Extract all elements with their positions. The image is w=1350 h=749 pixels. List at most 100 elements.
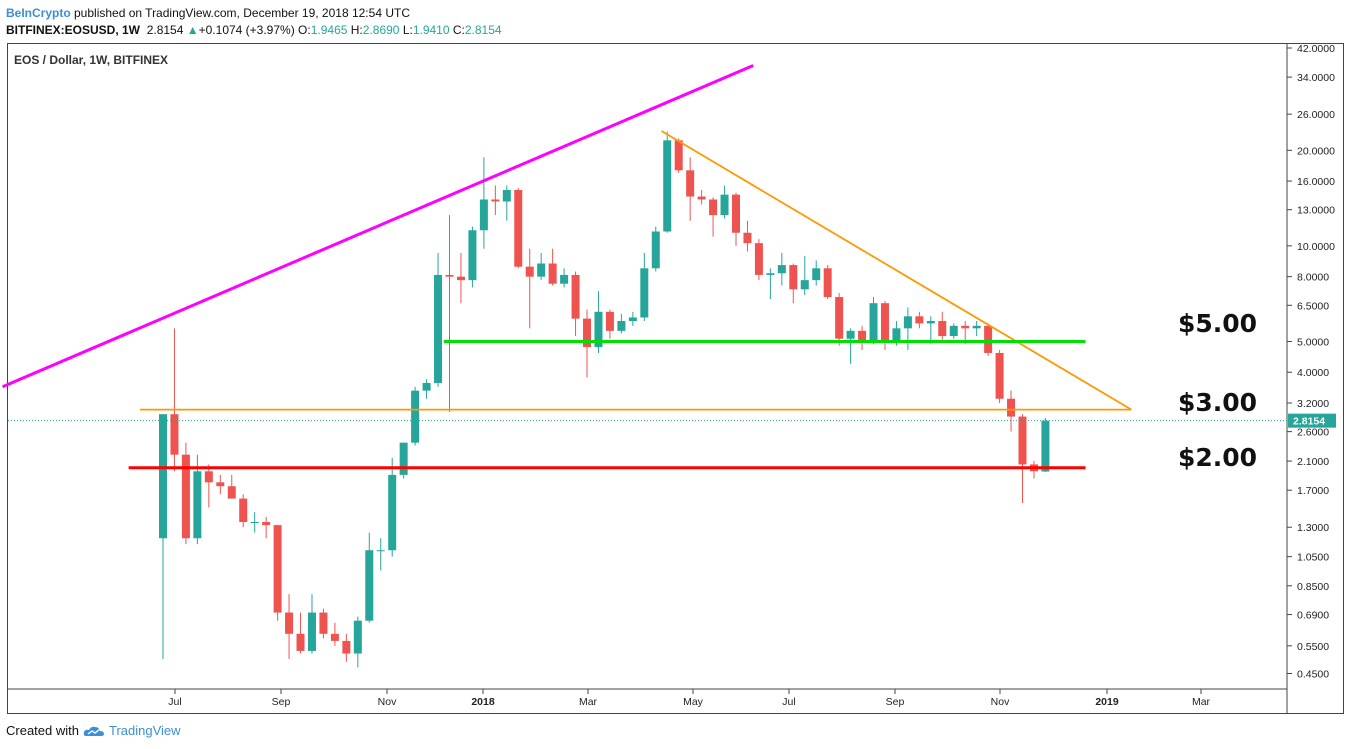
candle-body	[880, 303, 889, 343]
candle-body	[1018, 416, 1027, 465]
candle	[204, 464, 213, 508]
candles	[159, 131, 1050, 668]
tradingview-link[interactable]: TradingView	[108, 723, 181, 738]
candle-body	[388, 474, 397, 551]
candle-body	[594, 311, 603, 348]
candle	[835, 293, 844, 346]
x-tick-label: Sep	[886, 696, 905, 708]
candle	[777, 252, 786, 286]
candle	[617, 314, 626, 334]
candle-body	[204, 471, 213, 483]
drawing-lines	[1, 64, 1132, 470]
candle	[376, 538, 385, 571]
candle-body	[365, 550, 374, 621]
candle-body	[285, 612, 294, 634]
candle-body	[479, 199, 488, 231]
candle	[525, 248, 534, 329]
created-with-text: Created with	[6, 723, 79, 738]
y-tick-label: 6.5000	[1297, 300, 1329, 312]
low-label: L:	[402, 23, 413, 37]
y-tick-label: 42.0000	[1297, 43, 1335, 55]
candle	[984, 323, 993, 356]
candle-body	[858, 330, 867, 342]
magenta-trend-line[interactable]	[1, 64, 754, 389]
x-tick-label: Nov	[991, 696, 1010, 708]
candle-body	[583, 318, 592, 348]
high-value: 2.8690	[362, 23, 400, 37]
candle-body	[777, 265, 786, 274]
candle	[560, 268, 569, 288]
candle	[583, 309, 592, 378]
candle-body	[972, 325, 981, 329]
candle	[720, 185, 729, 219]
candle-body	[800, 280, 809, 290]
level-label: $5.00	[1178, 309, 1257, 338]
candle	[411, 386, 420, 446]
candle	[697, 189, 706, 205]
y-tick-label: 5.0000	[1297, 336, 1329, 348]
candle	[949, 323, 958, 339]
candle	[537, 252, 546, 281]
last-price: 2.8154	[146, 23, 184, 37]
candle-body	[330, 633, 339, 641]
candle-body	[239, 498, 248, 523]
candle-body	[273, 525, 282, 613]
candle	[250, 512, 259, 533]
x-tick-label: Jul	[782, 696, 795, 708]
chart-frame[interactable]	[7, 43, 1344, 714]
published-text: published on TradingView.com, December 1…	[70, 6, 410, 20]
candle-body	[376, 550, 385, 552]
y-tick-label: 0.6900	[1297, 610, 1329, 622]
candle	[319, 608, 328, 639]
y-tick-label: 10.0000	[1297, 241, 1335, 253]
candle-body	[491, 199, 500, 202]
candle	[307, 594, 316, 654]
candle-body	[663, 140, 672, 232]
brand-name[interactable]: BeInCrypto	[6, 6, 71, 20]
candle	[456, 252, 465, 304]
candle-body	[571, 274, 580, 319]
candle	[502, 185, 511, 221]
candle	[732, 192, 740, 246]
candle-body	[399, 442, 408, 475]
y-tick-label: 13.0000	[1297, 205, 1335, 217]
candle-body	[926, 320, 935, 324]
candle	[296, 612, 305, 654]
candle	[846, 328, 855, 364]
candle	[491, 185, 500, 216]
candle-body	[411, 390, 420, 443]
candle-body	[938, 320, 947, 337]
close-value: 2.8154	[464, 23, 502, 37]
candle-body	[422, 382, 431, 391]
candle-body	[307, 612, 316, 651]
candle	[605, 309, 614, 339]
candle	[789, 263, 798, 304]
candle-body	[193, 471, 202, 539]
candle-body	[159, 414, 167, 539]
candle-body	[170, 414, 179, 455]
candle-body	[296, 633, 305, 651]
last-price-badge	[1288, 413, 1336, 428]
candle-body	[961, 325, 970, 329]
candle	[170, 328, 179, 472]
x-tick-label: May	[683, 696, 704, 708]
open-value: 1.9465	[310, 23, 348, 37]
candle-body	[353, 620, 362, 654]
candle	[227, 474, 236, 499]
candle	[548, 248, 557, 286]
candle-body	[319, 612, 328, 634]
high-label: H:	[350, 23, 363, 37]
candle-body	[456, 276, 465, 281]
y-tick-label: 20.0000	[1297, 145, 1335, 157]
candle	[262, 516, 271, 539]
y-tick-label: 26.0000	[1297, 109, 1335, 121]
candle-body	[1041, 420, 1050, 472]
candle-body	[892, 328, 901, 343]
orange-descending-line[interactable]	[661, 130, 1132, 411]
chart-title: EOS / Dollar, 1W, BITFINEX	[14, 53, 168, 67]
candle	[709, 197, 718, 237]
candle	[915, 311, 924, 329]
candle	[766, 268, 775, 300]
y-tick-label: 8.0000	[1297, 272, 1329, 284]
